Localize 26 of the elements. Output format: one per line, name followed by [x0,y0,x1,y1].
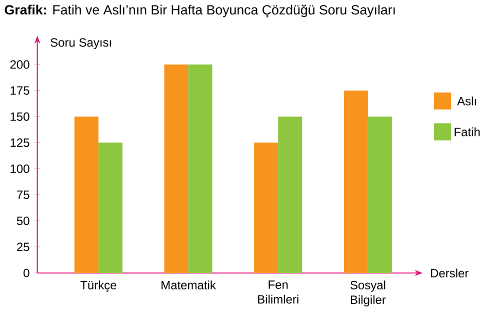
chart-title: Grafik: Fatih ve Aslı’nın Bir Hafta Boyunca Çözdüğü Soru Sayıları [4,4,395,18]
y-axis-title: Soru Sayısı [50,38,111,50]
bar [254,142,278,273]
x-tick-label: Matematik [162,280,216,290]
bar [74,116,98,273]
y-tick-label: 200 [10,60,30,69]
x-axis-title: Dersler [431,268,469,278]
y-tick-label: 175 [10,86,30,95]
y-tick-label: 25 [17,242,30,252]
bar [368,116,392,273]
bar [98,142,122,273]
y-tick-label: 100 [10,164,30,173]
x-tick-label: Türkçe [80,280,116,292]
y-tick-label: 150 [10,112,30,121]
y-tick-label: 0 [24,268,30,278]
legend-label: Aslı [457,96,476,106]
y-tick-label: 50 [16,216,30,226]
bar [344,90,368,273]
x-tick-label: Fen Bilimleri [258,280,298,304]
y-tick-label: 125 [10,138,30,147]
bar [188,64,212,273]
legend-label: Fatih [454,127,480,136]
bar [164,64,188,273]
y-tick-label: 75 [17,190,30,199]
x-tick-label: Sosyal Bilgiler [350,280,386,306]
bar [278,116,302,273]
